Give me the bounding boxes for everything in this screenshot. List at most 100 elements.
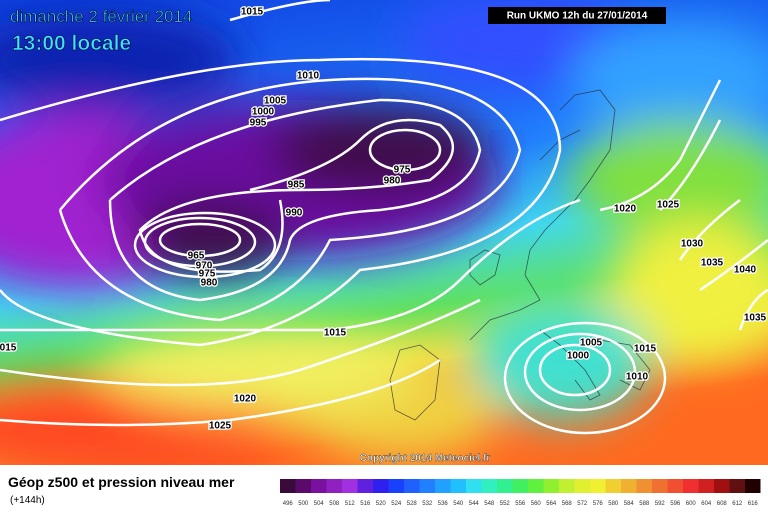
scale-swatch (698, 479, 714, 493)
scale-swatch (543, 479, 559, 493)
scale-swatch (342, 479, 358, 493)
isobar-label: 1035 (701, 258, 724, 269)
isobar-label: 1025 (657, 200, 680, 211)
scale-swatch (590, 479, 606, 493)
scale-swatch (311, 479, 327, 493)
scale-swatch (714, 479, 730, 493)
scale-swatch (528, 479, 544, 493)
isobar-label: 975 (199, 269, 216, 280)
scale-label: 564 (546, 501, 557, 507)
isobar-label: 970 (196, 261, 213, 272)
time: 13:00 locale (12, 32, 131, 55)
isobar-label: 1015 (634, 344, 657, 355)
footer-title: Géop z500 et pression niveau mer (8, 474, 235, 490)
scale-label: 548 (484, 501, 495, 507)
scale-swatch (404, 479, 420, 493)
scale-label: 516 (360, 501, 371, 507)
color-scale: 496 500 504 508 512 516 520 524 528 532 536 540 544 5… (280, 479, 761, 507)
scale-label: 600 (686, 501, 697, 507)
copyright: Copyright 2014 Meteociel.fr (360, 453, 491, 464)
isobar-labels: 1015 1010 1005 1000 995 975 980 985 990 … (0, 5, 768, 433)
isobar-label: 985 (288, 180, 305, 191)
scale-label: 528 (407, 501, 418, 507)
scale-swatch (419, 479, 435, 493)
footer-lead: (+144h) (10, 495, 45, 506)
scale-swatch (326, 479, 342, 493)
isobar-label: 1030 (681, 239, 704, 250)
scale-label: 568 (562, 501, 573, 507)
scale-label: 576 (593, 501, 604, 507)
isobar-label: 1000 (567, 351, 590, 362)
scale-swatch (450, 479, 466, 493)
scale-swatch (466, 479, 482, 493)
isobar-label: 1020 (614, 204, 637, 215)
scale-swatch (435, 479, 451, 493)
scale-swatch (729, 479, 745, 493)
isobars (0, 0, 768, 433)
isobar-label: 1035 (744, 313, 767, 324)
scale-swatch (373, 479, 389, 493)
run-box (488, 7, 666, 24)
scale-swatch (512, 479, 528, 493)
scale-label: 532 (422, 501, 433, 507)
isobar-label: 980 (201, 278, 218, 289)
scale-label: 560 (531, 501, 542, 507)
scale-label: 612 (732, 501, 743, 507)
isobar-label: 965 (188, 251, 205, 262)
map: 1015 1010 1005 1000 995 975 980 985 990 … (0, 0, 768, 465)
scale-swatch (621, 479, 637, 493)
scale-label: 616 (748, 501, 759, 507)
scale-swatch (683, 479, 699, 493)
scale-swatch (481, 479, 497, 493)
scale-swatch (745, 479, 761, 493)
scale-label: 596 (670, 501, 681, 507)
scale-swatch (605, 479, 621, 493)
scale-swatch (559, 479, 575, 493)
scale-label: 604 (701, 501, 712, 507)
isobar-label: 1020 (234, 394, 257, 405)
scale-label: 520 (376, 501, 387, 507)
isobar-label: 1010 (626, 372, 649, 383)
scale-swatch (574, 479, 590, 493)
isobar-label: 1010 (297, 71, 320, 82)
isobar-label: 995 (250, 118, 267, 129)
scale-swatch (280, 479, 296, 493)
run-label: Run UKMO 12h du 27/01/2014 (507, 11, 648, 22)
isobar-label: 1025 (209, 421, 232, 432)
isobar-label: 1005 (264, 96, 287, 107)
isobar-label: 1040 (734, 265, 757, 276)
isobar-label: 1000 (252, 107, 275, 118)
scale-label: 504 (314, 501, 325, 507)
scale-swatch (497, 479, 513, 493)
isobar-label: 990 (286, 208, 303, 219)
isobar-label: 015 (0, 343, 17, 354)
isobar-label: 1015 (324, 328, 347, 339)
scale-label: 584 (624, 501, 635, 507)
isobar-label: 1015 (241, 7, 264, 18)
scale-swatch (295, 479, 311, 493)
isobar-label: 975 (394, 165, 411, 176)
scale-label: 580 (608, 501, 619, 507)
scale-swatch (652, 479, 668, 493)
date: dimanche 2 février 2014 (10, 7, 192, 26)
scale-label: 588 (639, 501, 650, 507)
scale-label: 524 (391, 501, 402, 507)
scale-swatch (357, 479, 373, 493)
scale-swatch (388, 479, 404, 493)
scale-swatch (636, 479, 652, 493)
scale-label: 500 (298, 501, 309, 507)
scale-label: 556 (515, 501, 526, 507)
isobar-label: 980 (384, 176, 401, 187)
scale-swatch (667, 479, 683, 493)
scale-label: 512 (345, 501, 356, 507)
scale-label: 592 (655, 501, 666, 507)
scale-label: 536 (438, 501, 449, 507)
scale-label: 540 (453, 501, 464, 507)
scale-label: 508 (329, 501, 340, 507)
scale-label: 572 (577, 501, 588, 507)
scale-label: 552 (500, 501, 511, 507)
scale-label: 608 (717, 501, 728, 507)
isobar-label: 1005 (580, 338, 603, 349)
scale-label: 544 (469, 501, 480, 507)
